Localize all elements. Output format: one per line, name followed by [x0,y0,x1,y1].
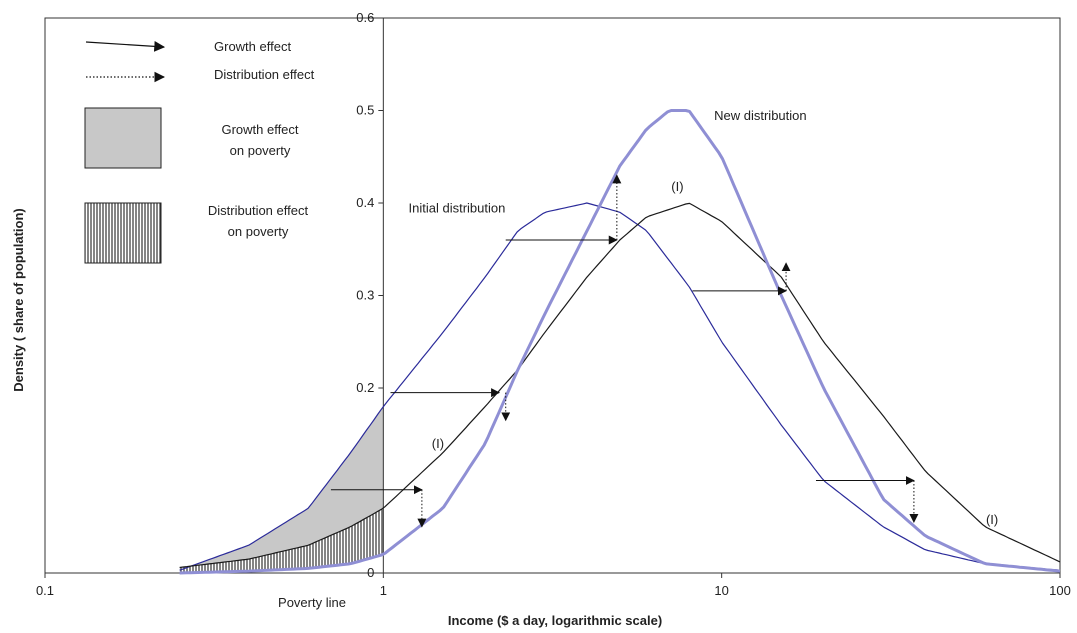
poverty-line-label: Poverty line [278,595,346,610]
y-tick-label: 0.5 [356,103,374,118]
plot-area: 0.1 1 10 100 0 0.2 0.3 0.4 0.5 0.6 Initial distrib… [36,10,1071,598]
y-axis-title: Density ( share of population) [11,208,26,391]
y-tick-label: 0 [367,565,374,580]
legend: Growth effect Distribution effect Growth… [84,39,315,264]
growth-effect-poverty-area [179,406,384,571]
legend-distribution-poverty-label-line2: on poverty [228,224,289,239]
new-distribution-label: New distribution [714,108,807,123]
legend-distribution-label: Distribution effect [214,67,315,82]
x-tick-label: 1 [380,583,387,598]
intermediate-distribution-annotation: (I) [432,436,444,451]
x-tick-label: 0.1 [36,583,54,598]
legend-distribution-poverty-label-line1: Distribution effect [208,203,309,218]
x-axis-title: Income ($ a day, logarithmic scale) [448,613,662,628]
new-distribution-line [179,109,1061,575]
initial-distribution-line [179,202,1061,571]
distribution-effect-poverty-area [179,508,384,573]
intermediate-distribution-annotation: (I) [671,179,683,194]
legend-growth-label: Growth effect [214,39,291,54]
legend-growth-poverty-label-line1: Growth effect [221,122,298,137]
y-tick-label: 0.6 [356,10,374,25]
plot-frame [44,17,1061,574]
initial-distribution-label: Initial distribution [409,200,506,215]
intermediate-distribution-annotation: (I) [986,512,998,527]
intermediate-distribution-line [179,202,1061,569]
legend-growth-poverty-swatch [84,107,162,169]
x-tick-label: 100 [1049,583,1071,598]
legend-growth-poverty-label-line2: on poverty [230,143,291,158]
legend-growth-arrow-icon [85,40,166,52]
x-tick-label: 10 [714,583,728,598]
y-tick-label: 0.2 [356,380,374,395]
y-tick-label: 0.3 [356,288,374,303]
legend-distribution-poverty-swatch [84,202,162,264]
y-tick-label: 0.4 [356,195,374,210]
